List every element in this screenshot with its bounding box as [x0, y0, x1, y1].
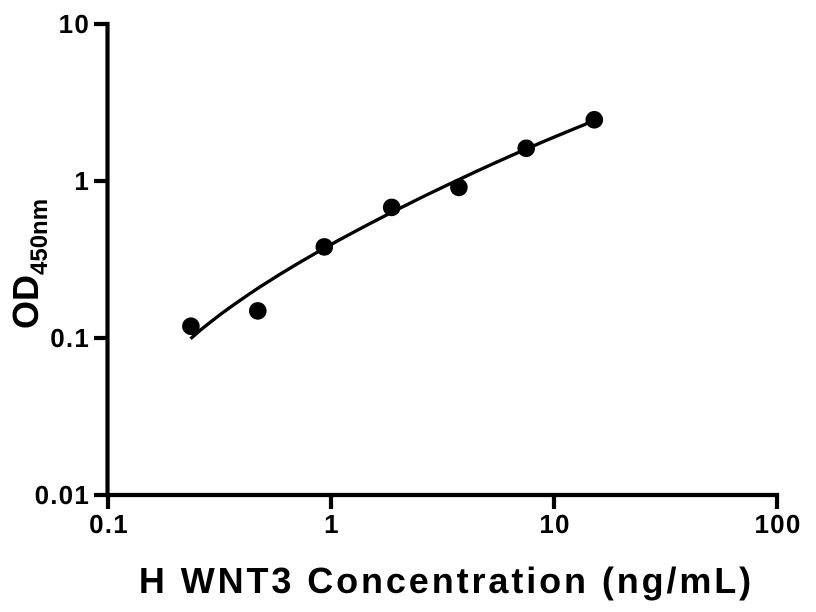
svg-text:0.1: 0.1: [50, 323, 90, 353]
svg-text:0.01: 0.01: [35, 480, 90, 510]
svg-text:H WNT3 Concentration (ng/mL): H WNT3 Concentration (ng/mL): [139, 560, 754, 601]
svg-text:OD450nm: OD450nm: [5, 199, 53, 329]
svg-text:100: 100: [755, 509, 802, 539]
svg-text:0.1: 0.1: [89, 509, 129, 539]
svg-text:10: 10: [539, 509, 570, 539]
svg-text:1: 1: [324, 509, 340, 539]
svg-text:10: 10: [59, 9, 90, 39]
svg-text:1: 1: [74, 166, 90, 196]
